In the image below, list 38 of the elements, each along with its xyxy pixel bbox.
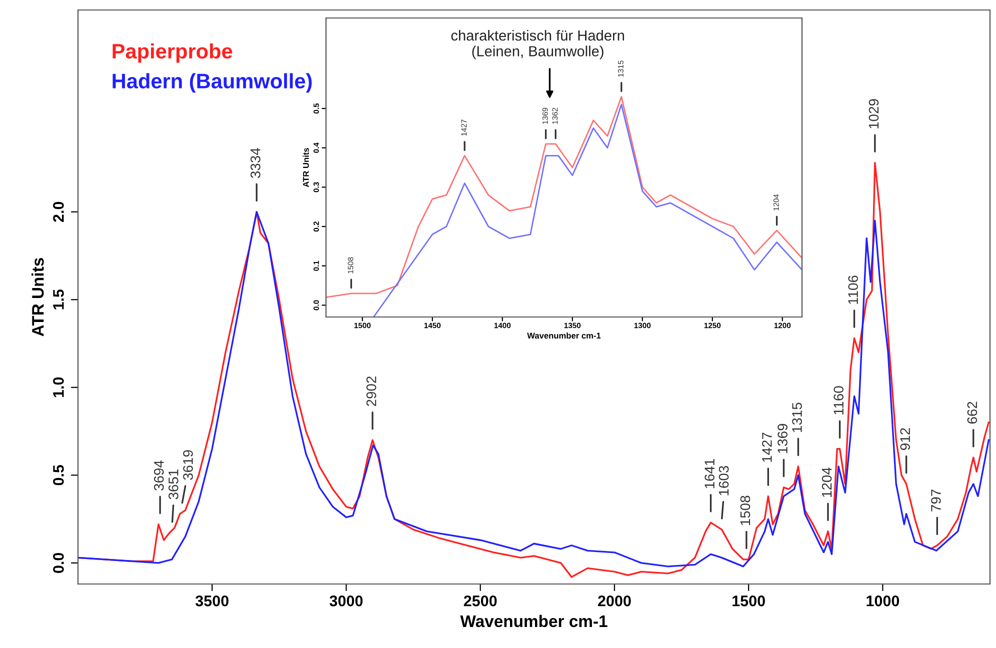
y-tick-label: 1.0 [53,377,64,398]
line-series [326,96,802,298]
annotation: 1029 [868,99,879,128]
x-axis-title: Wavenumber cm-1 [527,332,601,339]
annotation: 1204 [822,468,832,497]
y-tick-label: 2.0 [53,202,64,222]
annotation: 1641 [704,459,714,488]
y-axis-title: ATR Units [302,148,309,188]
annotation: 3334 [250,148,260,178]
x-axis-title: Wavenumber cm-1 [460,614,608,628]
x-tick-label: 2500 [464,596,497,606]
annotation: 3694 [154,460,164,490]
annotation: 2902 [366,376,376,406]
y-tick-label: 0.5 [53,464,64,486]
y-tick-label: 0.0 [53,552,64,573]
y-tick-label: 1.5 [53,289,64,310]
annotation: 3651 [168,470,178,500]
x-tick-label: 2000 [598,596,631,606]
text: Hadern (Baumwolle) [112,73,312,93]
annotation: 1427 [762,432,772,462]
annotation: 1369 [778,424,788,454]
annotation: 1315 [792,402,802,432]
x-tick-label: 3000 [330,596,363,606]
x-tick-label: 1500 [732,596,765,606]
annotation: 797 [931,490,941,512]
annotation: charakteristisch für Hadern (Leinen, Baumwolle) [451,30,624,60]
x-tick-label: 3500 [195,596,228,606]
x-tick-label: 1000 [866,596,900,606]
line-series [372,104,802,317]
annotation: 3619 [183,450,193,480]
annotation: 912 [900,428,910,450]
text: Papierprobe [112,43,232,63]
annotation: 1603 [718,466,729,496]
annotation: 662 [967,402,978,424]
annotation: 1106 [848,276,858,304]
y-axis-title: ATR Units [32,258,44,336]
annotation: 1508 [740,496,750,526]
annotation: 1160 [834,386,844,414]
